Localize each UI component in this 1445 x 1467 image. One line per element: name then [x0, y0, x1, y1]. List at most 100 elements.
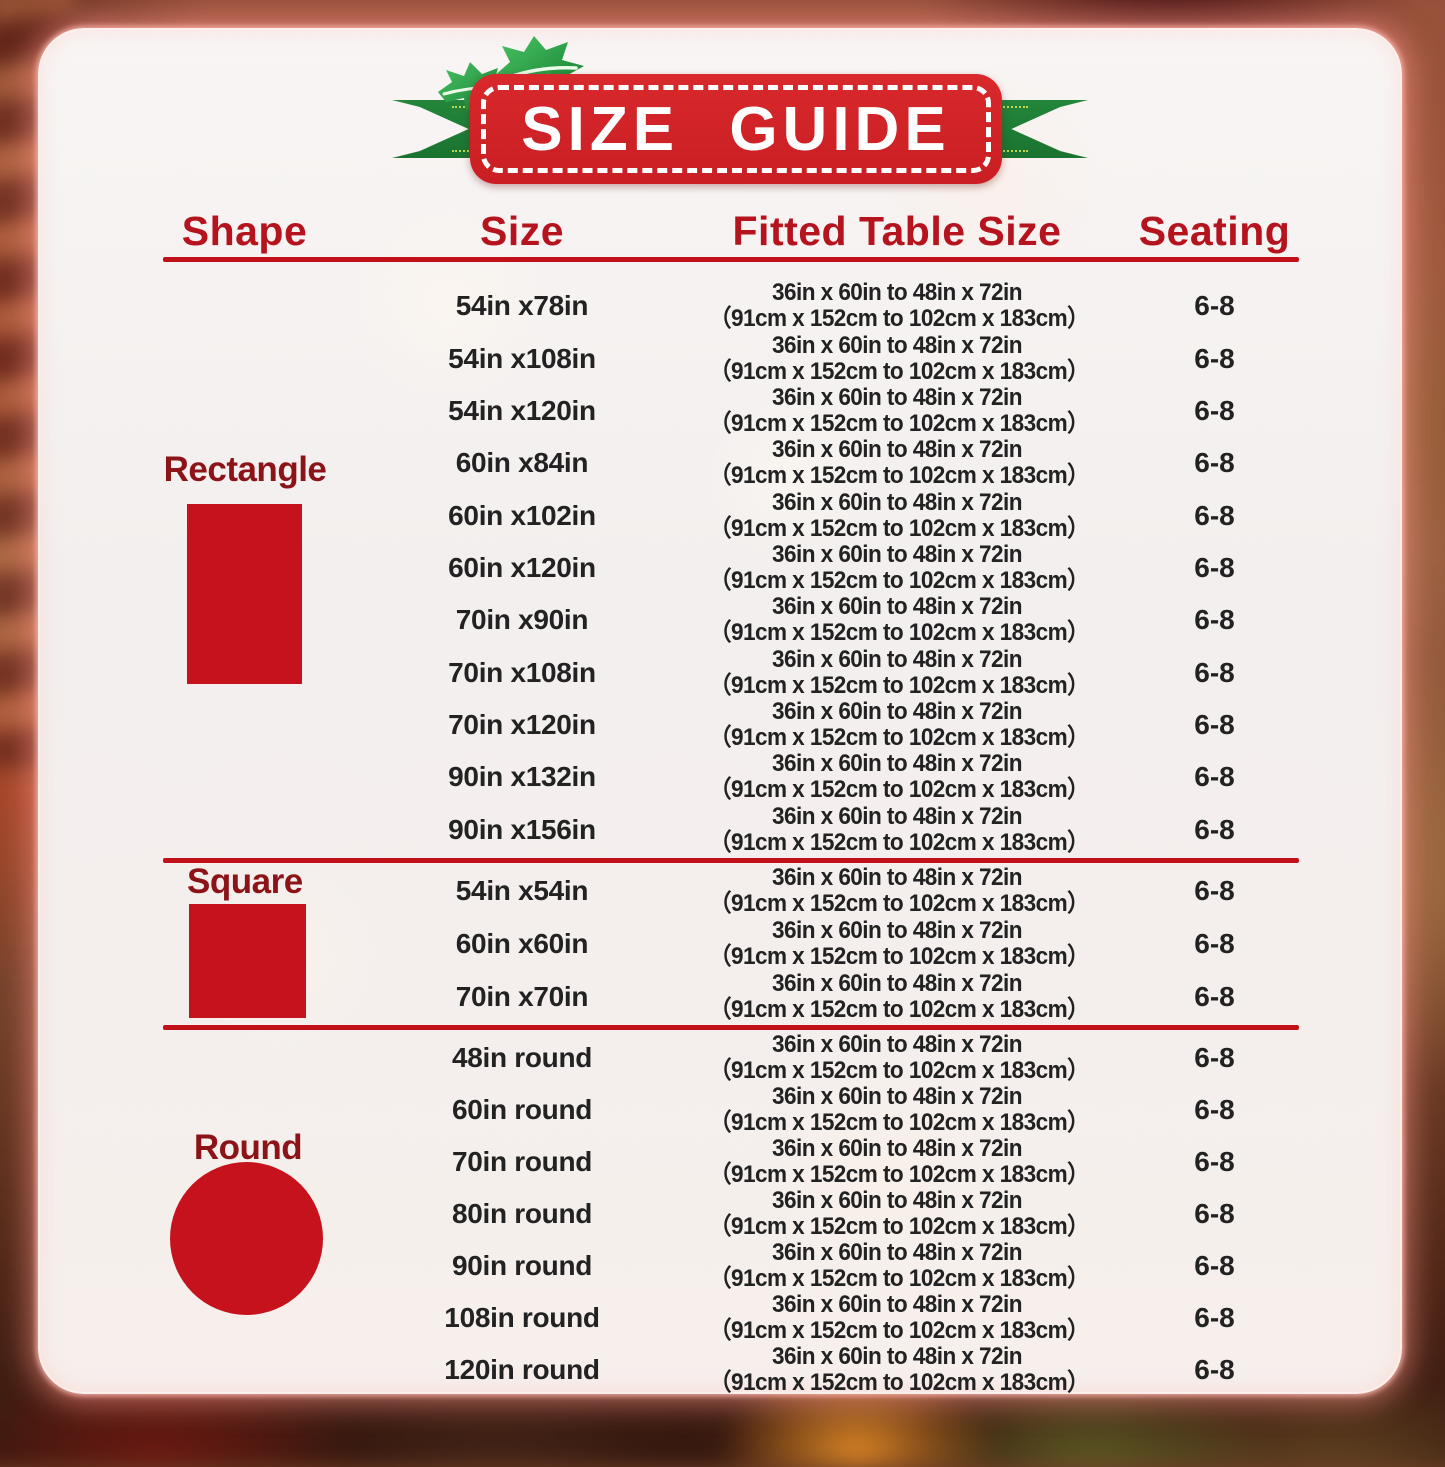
fitted-value: 36in x 60in to 48in x 72in （91cm x 152cm … [709, 1136, 1090, 1188]
seating-value: 6-8 [1194, 604, 1235, 636]
fitted-cm: （91cm x 152cm to 102cm x 183cm） [709, 566, 1090, 594]
fitted-inches: 36in x 60in to 48in x 72in [772, 1239, 1022, 1266]
column-header-size: Size [479, 207, 565, 254]
shape-label-square: Square [187, 862, 303, 901]
fitted-cm: （91cm x 152cm to 102cm x 183cm） [709, 1109, 1090, 1136]
seating-value: 6-8 [1194, 551, 1235, 583]
fitted-cm: （91cm x 152cm to 102cm x 183cm） [709, 1317, 1090, 1344]
size-value: 70in round [451, 1146, 593, 1177]
size-value: 80in round [451, 1198, 593, 1229]
seating-value: 6-8 [1194, 1354, 1235, 1385]
header-underline [163, 257, 1299, 262]
seating-value: 6-8 [1194, 290, 1235, 322]
fitted-value: 36in x 60in to 48in x 72in （91cm x 152cm … [709, 802, 1090, 856]
section-round: 48in round 36in x 60in to 48in x 72in （91c… [40, 1032, 1400, 1396]
size-value: 108in round [444, 1302, 600, 1333]
seating-value: 6-8 [1194, 709, 1235, 741]
fitted-cm: （91cm x 152cm to 102cm x 183cm） [709, 1265, 1090, 1292]
table-row: 70in x90in 36in x 60in to 48in x 72in （91c… [142, 594, 1332, 646]
fitted-cm: （91cm x 152cm to 102cm x 183cm） [709, 305, 1090, 333]
size-value: 70in x70in [455, 980, 589, 1012]
fitted-cm: （91cm x 152cm to 102cm x 183cm） [709, 514, 1090, 542]
seating-value: 6-8 [1194, 656, 1235, 688]
size-value: 70in x90in [455, 604, 589, 636]
fitted-value: 36in x 60in to 48in x 72in （91cm x 152cm … [709, 540, 1090, 594]
size-value: 60in x120in [448, 551, 596, 583]
seating-value: 6-8 [1194, 1250, 1235, 1281]
fitted-inches: 36in x 60in to 48in x 72in [772, 383, 1022, 411]
fitted-inches: 36in x 60in to 48in x 72in [772, 645, 1022, 673]
table-row: 80in round 36in x 60in to 48in x 72in （91c… [142, 1188, 1332, 1240]
size-value: 60in x84in [455, 447, 589, 479]
size-value: 70in x108in [448, 656, 596, 688]
fitted-value: 36in x 60in to 48in x 72in （91cm x 152cm … [709, 383, 1090, 437]
seating-value: 6-8 [1194, 1094, 1235, 1125]
fitted-inches: 36in x 60in to 48in x 72in [772, 331, 1022, 359]
fitted-value: 36in x 60in to 48in x 72in （91cm x 152cm … [709, 280, 1090, 333]
table-row: 70in round 36in x 60in to 48in x 72in （91c… [142, 1136, 1332, 1188]
size-value: 90in round [451, 1250, 593, 1281]
fitted-cm: （91cm x 152cm to 102cm x 183cm） [709, 1369, 1090, 1396]
table-row: 108in round 36in x 60in to 48in x 72in （91… [142, 1292, 1332, 1344]
fitted-inches: 36in x 60in to 48in x 72in [772, 750, 1022, 778]
fitted-cm: （91cm x 152cm to 102cm x 183cm） [709, 828, 1090, 856]
size-value: 120in round [444, 1354, 600, 1385]
seating-value: 6-8 [1194, 928, 1235, 959]
fitted-cm: （91cm x 152cm to 102cm x 183cm） [709, 776, 1090, 804]
fitted-value: 36in x 60in to 48in x 72in （91cm x 152cm … [709, 593, 1090, 646]
fitted-inches: 36in x 60in to 48in x 72in [772, 1187, 1022, 1214]
table-row: 120in round 36in x 60in to 48in x 72in （91… [142, 1344, 1332, 1396]
shape-label-round: Round [193, 1128, 303, 1167]
table-row: 48in round 36in x 60in to 48in x 72in （91c… [142, 1032, 1332, 1084]
fitted-inches: 36in x 60in to 48in x 72in [772, 969, 1022, 997]
fitted-cm: （91cm x 152cm to 102cm x 183cm） [709, 1057, 1090, 1084]
column-header-fitted: Fitted Table Size [732, 207, 1062, 254]
fitted-cm: （91cm x 152cm to 102cm x 183cm） [709, 1213, 1090, 1240]
fitted-inches: 36in x 60in to 48in x 72in [772, 436, 1022, 464]
column-header-shape: Shape [181, 207, 308, 254]
table-row: 70in x120in 36in x 60in to 48in x 72in （91… [142, 699, 1332, 751]
seating-value: 6-8 [1194, 342, 1235, 374]
fitted-inches: 36in x 60in to 48in x 72in [772, 488, 1022, 516]
seating-value: 6-8 [1194, 447, 1235, 479]
seating-value: 6-8 [1194, 1198, 1235, 1229]
fitted-value: 36in x 60in to 48in x 72in （91cm x 152cm … [709, 331, 1090, 385]
fitted-value: 36in x 60in to 48in x 72in （91cm x 152cm … [709, 1239, 1090, 1292]
fitted-cm: （91cm x 152cm to 102cm x 183cm） [709, 724, 1090, 752]
seating-value: 6-8 [1194, 813, 1235, 845]
table-row: 90in x156in 36in x 60in to 48in x 72in （91… [142, 802, 1332, 856]
size-value: 54in x78in [455, 290, 589, 322]
size-value: 54in x54in [455, 875, 589, 907]
column-header-seating: Seating [1138, 207, 1291, 254]
table-row: 70in x70in 36in x 60in to 48in x 72in （91c… [142, 970, 1332, 1023]
page-title: SIZE GUIDE [521, 94, 951, 164]
square-icon [189, 904, 306, 1018]
fitted-value: 36in x 60in to 48in x 72in （91cm x 152cm … [709, 1292, 1090, 1344]
fitted-cm: （91cm x 152cm to 102cm x 183cm） [709, 357, 1090, 385]
table-row: 60in x60in 36in x 60in to 48in x 72in （91c… [142, 918, 1332, 971]
table-header-row: Shape Size Fitted Table Size Seating [142, 202, 1332, 260]
fitted-value: 36in x 60in to 48in x 72in （91cm x 152cm … [709, 865, 1090, 917]
seating-value: 6-8 [1194, 394, 1235, 426]
table-row: 90in x132in 36in x 60in to 48in x 72in （91… [142, 751, 1332, 803]
seating-value: 6-8 [1194, 1302, 1235, 1333]
fitted-inches: 36in x 60in to 48in x 72in [772, 540, 1022, 568]
fitted-value: 36in x 60in to 48in x 72in （91cm x 152cm … [709, 750, 1090, 804]
table-row: 60in round 36in x 60in to 48in x 72in （91c… [142, 1084, 1332, 1136]
table-row: 54in x54in 36in x 60in to 48in x 72in （91c… [142, 865, 1332, 918]
fitted-inches: 36in x 60in to 48in x 72in [772, 593, 1022, 621]
rectangle-icon [187, 504, 302, 684]
fitted-value: 36in x 60in to 48in x 72in （91cm x 152cm … [709, 918, 1090, 970]
fitted-inches: 36in x 60in to 48in x 72in [772, 1031, 1022, 1058]
fitted-value: 36in x 60in to 48in x 72in （91cm x 152cm … [709, 1031, 1090, 1084]
circle-icon [170, 1162, 323, 1315]
fitted-cm: （91cm x 152cm to 102cm x 183cm） [709, 943, 1090, 970]
section-divider [163, 1025, 1299, 1030]
shape-label-rectangle: Rectangle [163, 450, 327, 489]
section-divider [163, 858, 1299, 863]
size-value: 60in x102in [448, 499, 596, 531]
size-value: 60in x60in [455, 928, 589, 959]
fitted-value: 36in x 60in to 48in x 72in （91cm x 152cm … [709, 699, 1090, 752]
fitted-inches: 36in x 60in to 48in x 72in [772, 802, 1022, 830]
fitted-value: 36in x 60in to 48in x 72in （91cm x 152cm … [709, 1344, 1090, 1396]
